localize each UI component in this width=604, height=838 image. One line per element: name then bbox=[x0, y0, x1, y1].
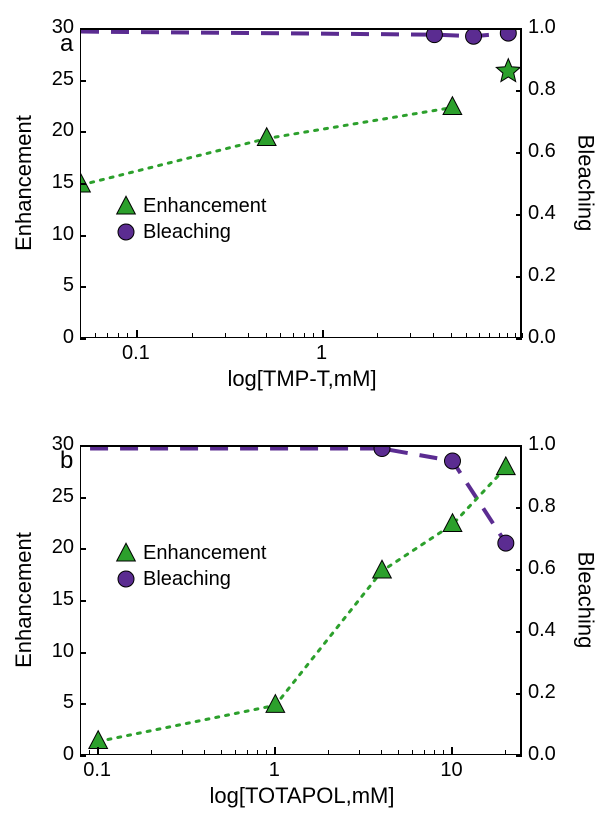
panel-b-plot-area bbox=[80, 445, 522, 755]
y-right-tick-label: 1.0 bbox=[528, 16, 556, 39]
x-tick-label: 10 bbox=[440, 759, 462, 782]
figure-container: a Enhancement Bleaching log[TMP-T,mM] 05… bbox=[0, 0, 604, 838]
y-right-tick-label: 0.4 bbox=[528, 202, 556, 225]
y-left-tick-label: 15 bbox=[52, 588, 74, 611]
y-left-tick-label: 5 bbox=[63, 274, 74, 297]
y-left-tick-label: 20 bbox=[52, 119, 74, 142]
panel-b: b Enhancement Bleaching log[TOTAPOL,mM] … bbox=[0, 425, 604, 838]
y-left-tick-label: 20 bbox=[52, 536, 74, 559]
y-right-tick-label: 0.2 bbox=[528, 264, 556, 287]
y-left-tick-label: 5 bbox=[63, 691, 74, 714]
y-left-tick-label: 10 bbox=[52, 640, 74, 663]
panel-b-xlabel: log[TOTAPOL,mM] bbox=[209, 783, 394, 809]
legend-label: Bleaching bbox=[143, 221, 231, 244]
legend-label: Enhancement bbox=[143, 195, 266, 218]
y-right-tick-label: 0.8 bbox=[528, 495, 556, 518]
panel-b-ylabel-right: Bleaching bbox=[573, 552, 599, 649]
y-right-tick-label: 0.0 bbox=[528, 326, 556, 349]
x-tick-label: 0.1 bbox=[83, 759, 111, 782]
x-tick-label: 1 bbox=[269, 759, 280, 782]
y-left-tick-label: 10 bbox=[52, 223, 74, 246]
y-left-tick-label: 15 bbox=[52, 171, 74, 194]
legend-item: Enhancement bbox=[115, 193, 266, 219]
y-left-tick-label: 0 bbox=[63, 743, 74, 766]
y-right-tick-label: 0.0 bbox=[528, 743, 556, 766]
y-left-tick-label: 0 bbox=[63, 326, 74, 349]
x-tick-label: 1 bbox=[316, 342, 327, 365]
panel-a-ylabel-left: Enhancement bbox=[11, 115, 37, 251]
panel-b-ylabel-left: Enhancement bbox=[11, 532, 37, 668]
y-left-tick-label: 30 bbox=[52, 433, 74, 456]
panel-a-xlabel: log[TMP-T,mM] bbox=[227, 366, 376, 392]
legend-item: Enhancement bbox=[115, 540, 266, 566]
y-right-tick-label: 0.6 bbox=[528, 557, 556, 580]
panel-a-svg bbox=[81, 30, 523, 340]
y-left-tick-label: 25 bbox=[52, 68, 74, 91]
y-left-tick-label: 30 bbox=[52, 16, 74, 39]
panel-a-legend: Enhancement Bleaching bbox=[115, 193, 266, 245]
y-right-tick-label: 0.4 bbox=[528, 619, 556, 642]
panel-b-legend: Enhancement Bleaching bbox=[115, 540, 266, 592]
panel-a-plot-area bbox=[80, 28, 522, 338]
panel-a: a Enhancement Bleaching log[TMP-T,mM] 05… bbox=[0, 8, 604, 403]
x-tick-label: 0.1 bbox=[122, 342, 150, 365]
y-right-tick-label: 0.6 bbox=[528, 140, 556, 163]
y-right-tick-label: 0.8 bbox=[528, 78, 556, 101]
legend-label: Enhancement bbox=[143, 542, 266, 565]
y-right-tick-label: 0.2 bbox=[528, 681, 556, 704]
legend-item: Bleaching bbox=[115, 566, 266, 592]
y-right-tick-label: 1.0 bbox=[528, 433, 556, 456]
legend-label: Bleaching bbox=[143, 568, 231, 591]
legend-item: Bleaching bbox=[115, 219, 266, 245]
panel-a-ylabel-right: Bleaching bbox=[573, 135, 599, 232]
panel-b-svg bbox=[81, 447, 523, 757]
y-left-tick-label: 25 bbox=[52, 485, 74, 508]
